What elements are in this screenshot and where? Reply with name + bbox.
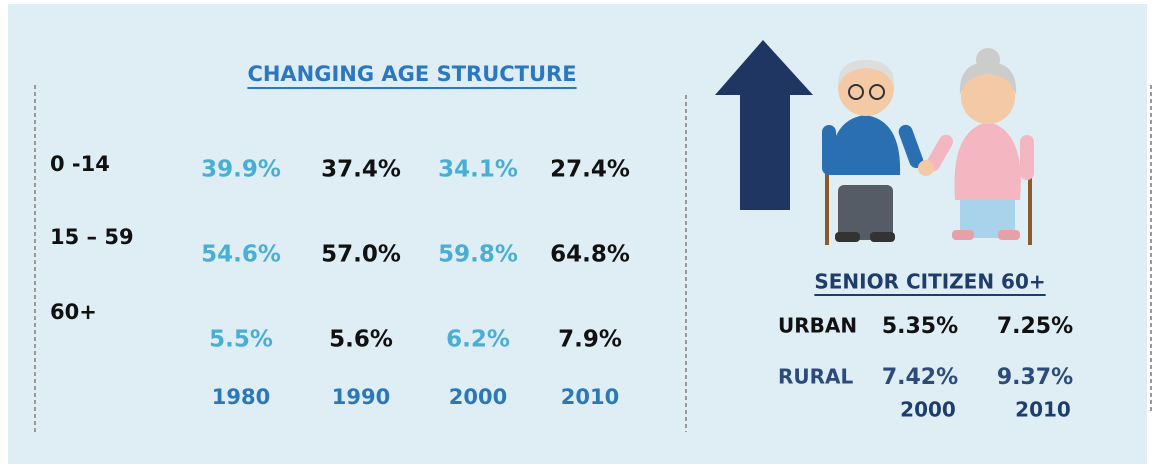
row-label: URBAN <box>778 314 857 338</box>
infographic: CHANGING AGE STRUCTURE SENIOR CITIZEN 60… <box>0 0 1155 468</box>
value: 27.4% <box>550 157 630 183</box>
value: 5.5% <box>209 327 273 353</box>
value: 5.35% <box>882 314 958 339</box>
value: 34.1% <box>438 157 518 183</box>
section-title: SENIOR CITIZEN 60+ <box>814 270 1045 294</box>
row-label: 15 – 59 <box>50 225 134 249</box>
value: 39.9% <box>201 157 281 183</box>
row-label: RURAL <box>778 365 854 389</box>
value: 54.6% <box>201 242 281 268</box>
value: 9.37% <box>997 365 1073 390</box>
section-title: CHANGING AGE STRUCTURE <box>247 62 576 86</box>
year: 1980 <box>212 385 270 409</box>
value: 59.8% <box>438 242 518 268</box>
value: 5.6% <box>329 327 393 353</box>
year: 2010 <box>1015 398 1071 422</box>
row-label: 60+ <box>50 300 97 324</box>
year: 2000 <box>900 398 956 422</box>
value: 7.25% <box>997 314 1073 339</box>
value: 37.4% <box>321 157 401 183</box>
year: 2000 <box>449 385 507 409</box>
value: 57.0% <box>321 242 401 268</box>
value: 64.8% <box>550 242 630 268</box>
row-label: 0 -14 <box>50 152 110 176</box>
year: 1990 <box>332 385 390 409</box>
value: 7.42% <box>882 365 958 390</box>
value: 7.9% <box>558 327 622 353</box>
value: 6.2% <box>446 327 510 353</box>
year: 2010 <box>561 385 619 409</box>
